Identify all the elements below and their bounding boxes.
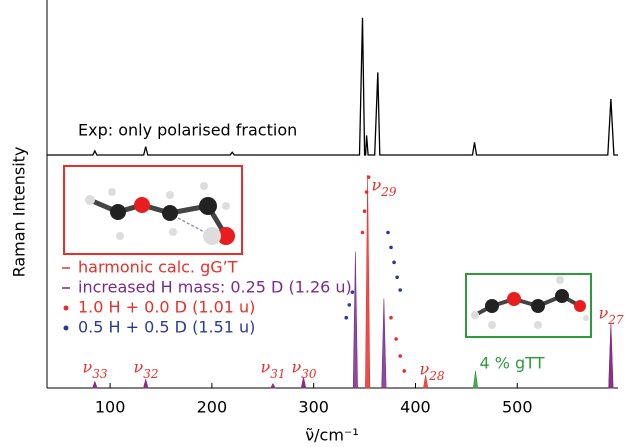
- shift-dot: [398, 288, 402, 292]
- y-axis-label: Raman Intensity: [10, 147, 29, 278]
- spectrum-label: Exp: only polarised fraction: [78, 121, 297, 140]
- shift-dot: [389, 245, 393, 250]
- x-tick-label: 100: [95, 398, 126, 417]
- x-tick-label: 400: [400, 398, 431, 417]
- shift-dot: [402, 369, 407, 373]
- shift-dot: [344, 315, 349, 320]
- gtt-label: 4 % gTT: [480, 354, 545, 373]
- shift-dot: [360, 230, 365, 235]
- legend-marker: [63, 305, 69, 311]
- legend-marker: [63, 325, 69, 331]
- peak: [423, 375, 429, 389]
- peak: [92, 380, 98, 389]
- x-tick-label: 200: [197, 398, 228, 417]
- inset-g-tt: [465, 273, 592, 338]
- peak-label: ν29: [371, 176, 396, 199]
- peak: [365, 174, 371, 389]
- shift-dot: [347, 303, 352, 307]
- peak: [472, 370, 479, 389]
- shift-dot: [364, 190, 369, 194]
- legend-label: 1.0 H + 0.0 D (1.01 u): [78, 298, 255, 317]
- shift-dot: [350, 290, 355, 294]
- peak-label: ν33: [82, 358, 107, 381]
- shift-dot: [362, 209, 367, 214]
- shift-dot: [389, 315, 393, 320]
- peak-label: ν31: [260, 358, 285, 381]
- peak: [381, 298, 387, 389]
- inset-gg-t: [63, 165, 243, 255]
- legend-label: harmonic calc. gG’T: [78, 258, 238, 277]
- shift-dot: [386, 230, 390, 235]
- shift-dot: [394, 337, 398, 341]
- x-tick-label: 300: [298, 398, 329, 417]
- peak-label: ν32: [133, 358, 158, 381]
- shift-dot: [392, 260, 396, 265]
- peak: [270, 383, 276, 389]
- shift-dot: [366, 175, 371, 179]
- legend-label: increased H mass: 0.25 D (1.26 u): [78, 278, 352, 297]
- x-tick-label: 500: [502, 398, 533, 417]
- shift-dot: [395, 275, 399, 280]
- peak: [143, 378, 149, 389]
- peak: [300, 377, 307, 389]
- peak: [608, 324, 614, 389]
- peak: [352, 251, 358, 389]
- peak-label: ν27: [598, 304, 623, 327]
- legend-label: 0.5 H + 0.5 D (1.51 u): [78, 318, 255, 337]
- peak-label: ν28: [419, 360, 444, 383]
- shift-dot: [398, 354, 402, 358]
- peak-label: ν30: [291, 358, 316, 381]
- spectrum-line: [47, 17, 618, 156]
- x-axis-label: ν̃/cm⁻¹: [305, 426, 359, 445]
